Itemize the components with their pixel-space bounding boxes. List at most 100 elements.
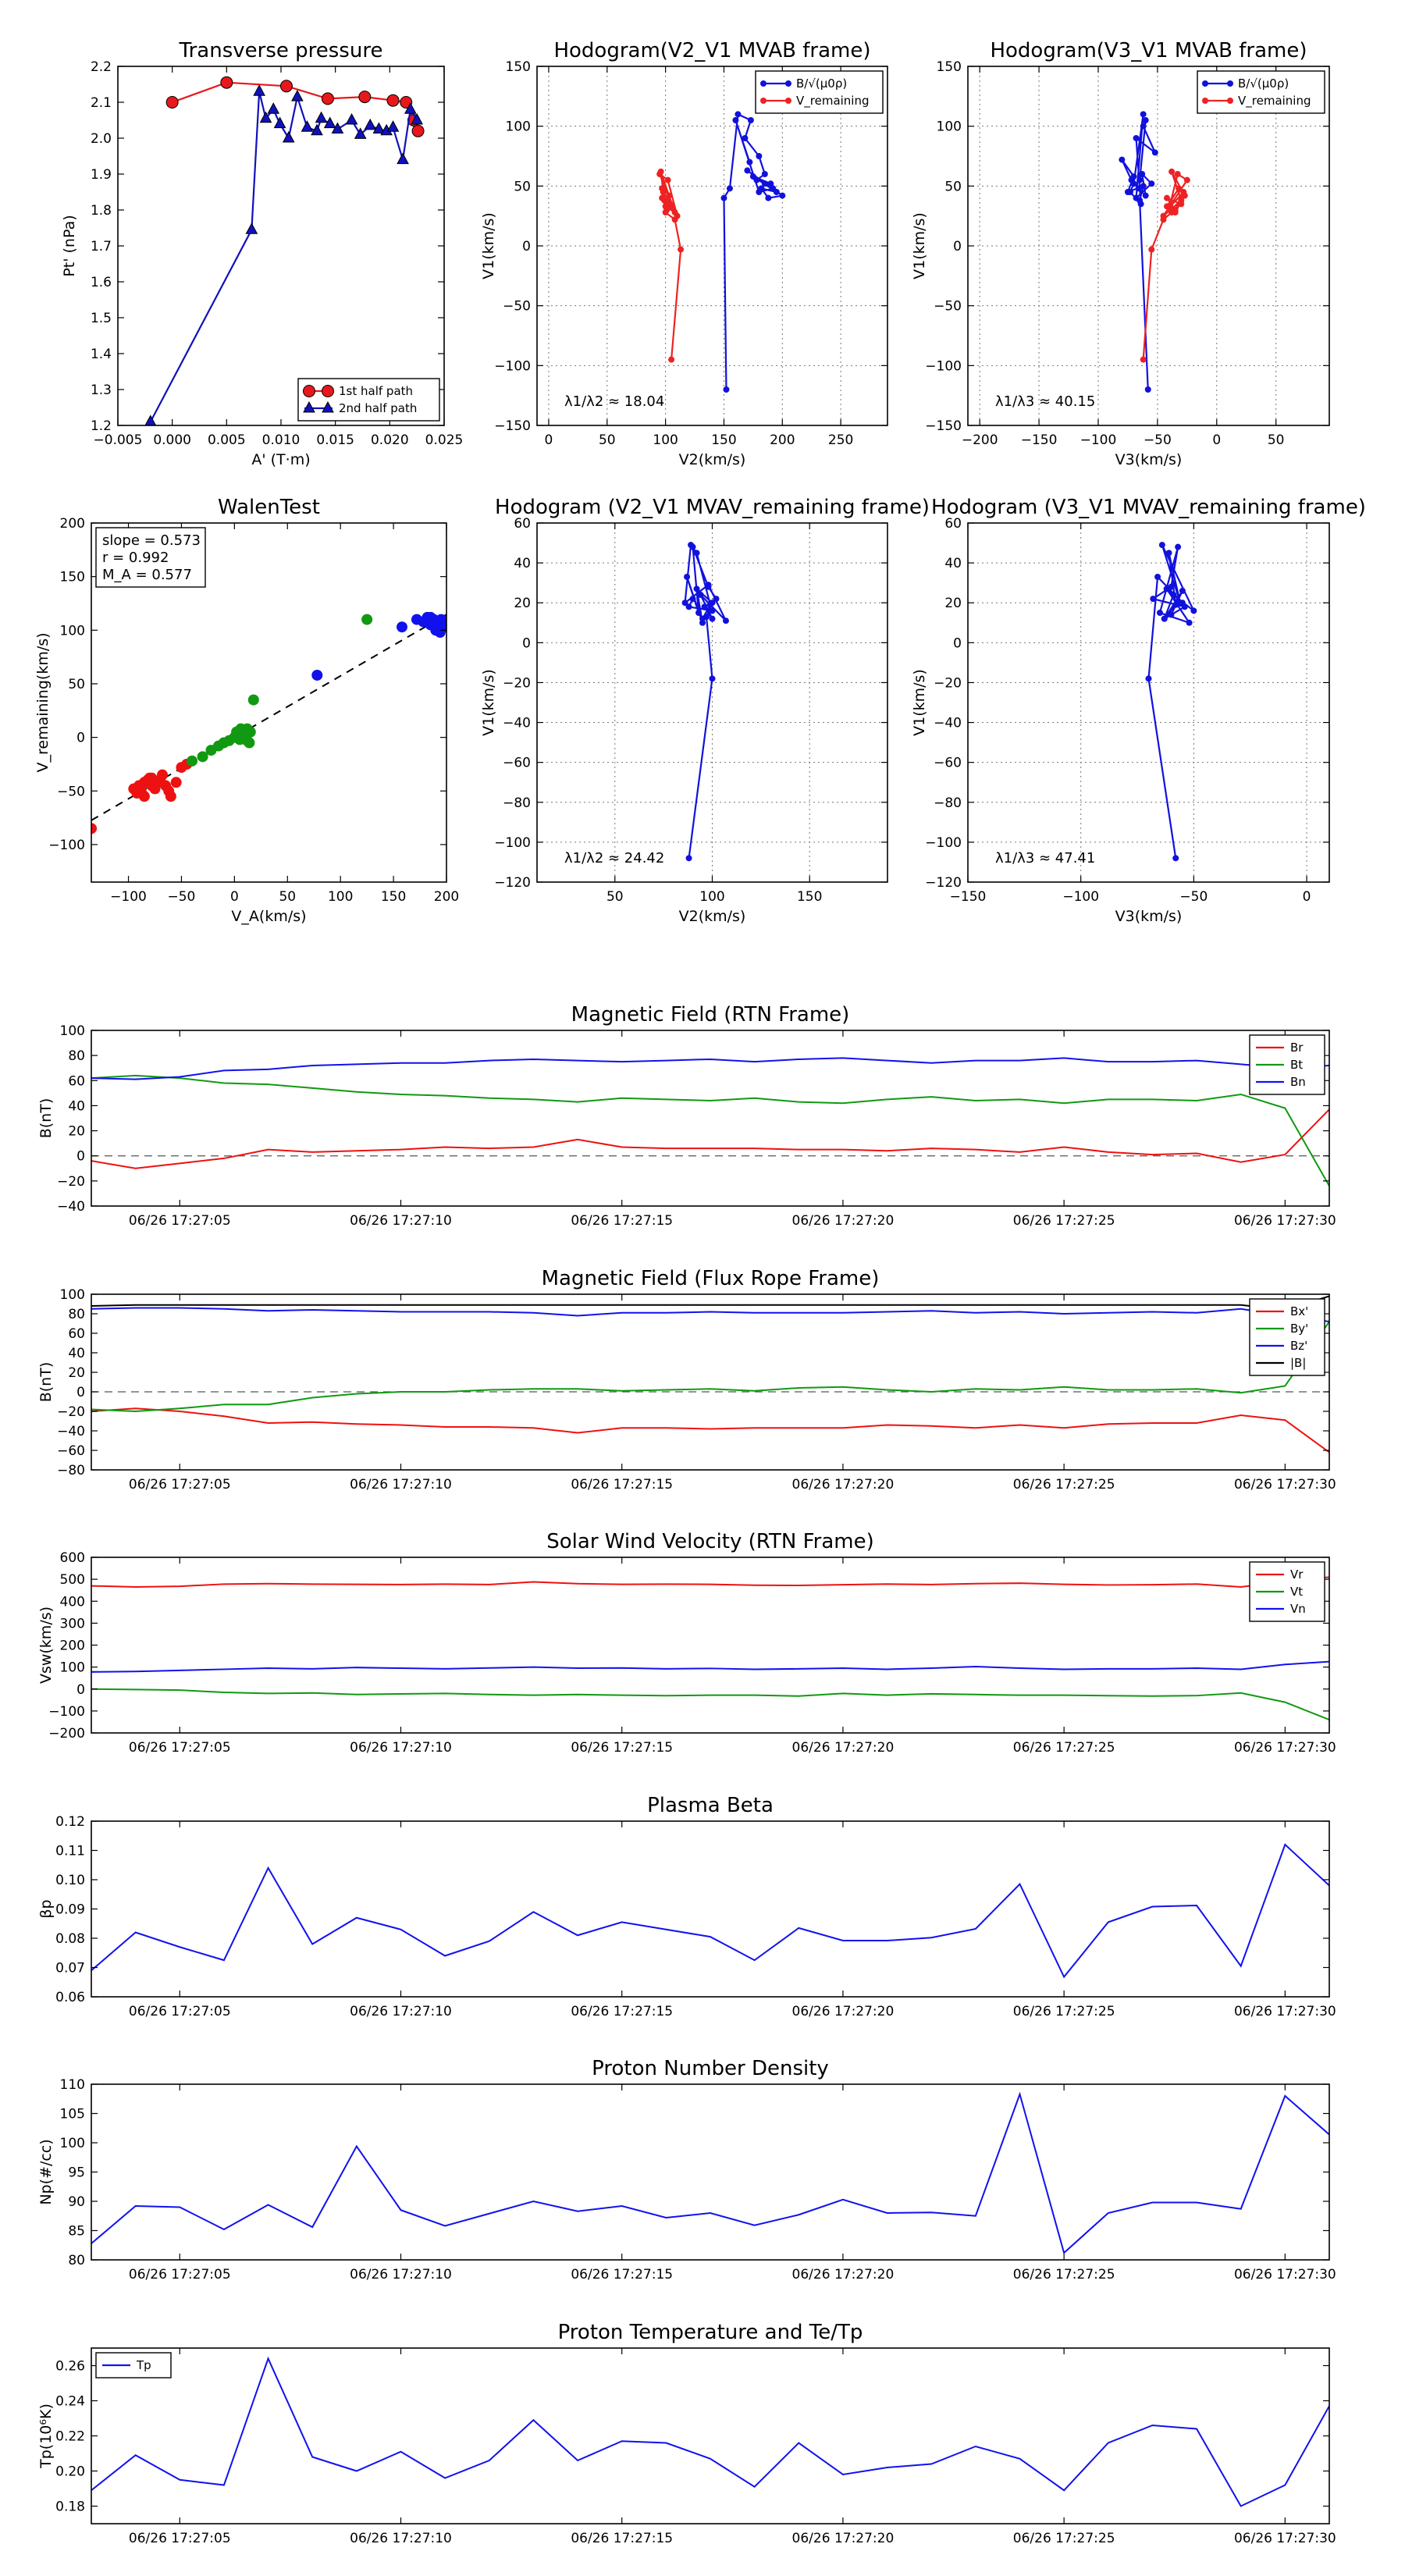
series-v-remaining [1140,168,1190,363]
x-tick-label: −0.005 [94,432,143,448]
y-axis-label: Pt' (nPa) [61,215,78,276]
data-point [244,726,256,738]
data-point [1160,212,1167,219]
y-tick-label: 0 [522,635,531,651]
data-point [1148,246,1155,253]
y-tick-label: −40 [934,716,962,731]
y-tick-label: −20 [503,675,531,691]
y-tick-label: −50 [57,784,85,799]
series-bt [91,1074,1329,1187]
data-point [1174,171,1181,177]
data-point [1172,601,1179,608]
x-tick-label: 06/26 17:27:25 [1013,2004,1115,2019]
y-tick-label: −40 [503,716,531,731]
y-tick-label: 0.18 [55,2500,85,2515]
series-line-bt [91,1074,1329,1187]
x-tick-label: −200 [962,432,998,448]
series-line-tp [91,2356,1329,2507]
data-point [372,122,386,133]
plot-area [91,611,446,834]
chart-title: Hodogram (V2_V1 MVAV_remaining frame) [495,496,930,519]
y-tick-label: −60 [934,756,962,771]
data-point [1181,192,1188,199]
data-point [1126,189,1133,195]
data-point [699,615,706,622]
y-axis-label: V1(km/s) [480,212,497,279]
data-point [709,675,716,682]
data-point [1175,543,1182,550]
data-point [695,610,702,616]
y-tick-label: −20 [57,1404,85,1420]
x-tick-label: 06/26 17:27:25 [1013,1477,1115,1493]
y-tick-label: 0.26 [55,2359,85,2375]
x-tick-label: −50 [1179,889,1208,905]
x-tick-label: 06/26 17:27:30 [1234,1213,1336,1229]
x-tick-label: 0 [1212,432,1221,448]
data-point [311,669,323,681]
series-line-bz [91,1307,1329,1322]
series-green [187,614,373,767]
legend-box [297,378,440,422]
data-point [1148,180,1155,187]
data-point [671,209,678,216]
legend-label-vt: Vt [1290,1585,1303,1599]
data-point [1150,596,1157,603]
data-point [411,124,425,137]
y-tick-label: 2.1 [91,95,112,111]
series-b-0 [1119,111,1158,393]
x-tick-label: 150 [797,889,822,905]
x-tick-label: 06/26 17:27:05 [129,1477,231,1493]
y-tick-label: −100 [48,838,85,853]
y-tick-label: 0.22 [55,2429,85,2445]
legend-label-v-remaining: V_remaining [1238,94,1311,109]
y-tick-label: −60 [57,1443,85,1459]
chart-title: Magnetic Field (Flux Rope Frame) [542,1267,880,1290]
y-tick-label: 50 [514,179,531,194]
data-point [1183,176,1190,183]
chart-transverse_pressure: −0.005 0.000 0.005 0.010 0.015 0.020 0.025 1.2 1… [61,39,463,468]
x-tick-label: 06/26 17:27:15 [571,1740,673,1756]
data-point [170,777,182,788]
legend-label-bz: Bz' [1290,1339,1307,1353]
data-point [1176,185,1183,192]
y-tick-label: −150 [925,418,962,434]
y-tick-label: 2.0 [91,131,112,147]
data-point [397,152,409,165]
x-tick-label: −50 [1144,432,1172,448]
y-tick-label: −50 [503,299,531,315]
series-tp [91,2356,1329,2507]
y-tick-label: 100 [60,1660,85,1676]
data-point [253,84,265,96]
y-tick-label: 40 [944,556,962,571]
x-axis-label: V_A(km/s) [231,908,306,925]
x-tick-label: 100 [653,432,678,448]
data-point [779,192,786,199]
data-point [726,185,733,192]
y-tick-label: 150 [60,570,85,585]
data-point [756,153,763,159]
axes-frame [967,522,1330,883]
y-tick-label: 0.20 [55,2464,85,2480]
legend-label-bx: Bx' [1290,1304,1308,1318]
x-tick-label: 06/26 17:27:30 [1234,1477,1336,1493]
y-tick-label: 0.07 [55,1961,85,1976]
data-point [742,135,749,141]
x-tick-label: 06/26 17:27:10 [350,2267,452,2282]
y-tick-label: 600 [60,1550,85,1566]
x-tick-label: 0.000 [153,432,191,448]
fit-line [91,614,446,821]
eigenvalue-ratio-label: λ1/λ2 ≈ 24.42 [564,850,664,866]
chart-title: Hodogram(V3_V1 MVAB frame) [990,39,1307,62]
series-bx [91,1407,1329,1453]
data-point [735,111,742,118]
x-tick-label: 06/26 17:27:30 [1234,2004,1336,2019]
series-line-by [91,1321,1329,1413]
chart-title: Proton Number Density [592,2057,829,2080]
x-tick-label: 50 [1268,432,1285,448]
data-point [1140,123,1147,130]
data-point [131,788,143,799]
y-tick-label: −50 [934,299,962,315]
series-line-vr [91,1576,1329,1588]
data-point [144,415,157,425]
